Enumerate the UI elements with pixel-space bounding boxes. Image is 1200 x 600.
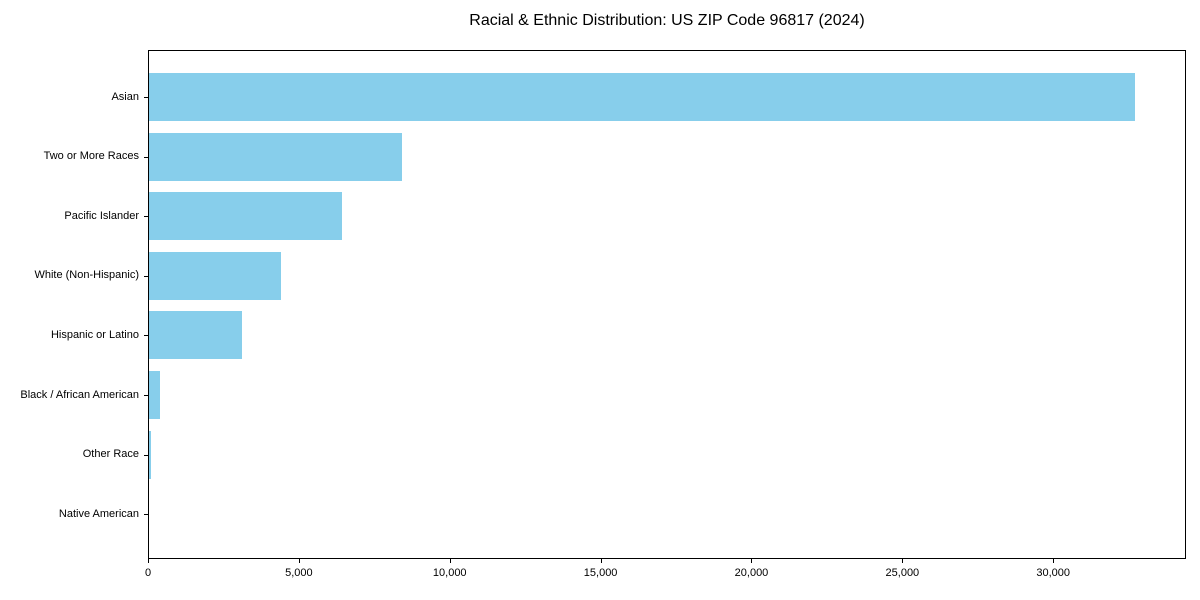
x-tick-mark [751, 559, 753, 563]
y-tick-mark [144, 97, 148, 98]
bar-two-or-more-races [148, 132, 403, 181]
bar-pacific-islander [148, 192, 343, 241]
x-tick-mark [1053, 559, 1055, 563]
y-tick-label: Hispanic or Latino [50, 328, 139, 341]
y-tick-mark [144, 156, 148, 158]
bar-black-african-american [148, 371, 161, 419]
plot-area [148, 50, 1186, 559]
x-tick-label: 5,000 [285, 567, 313, 579]
bar-other-race [148, 430, 152, 479]
y-tick-mark [144, 335, 148, 337]
y-tick-mark [144, 514, 148, 516]
y-tick-mark [144, 216, 148, 218]
x-tick-mark [449, 559, 451, 563]
y-tick-mark [144, 395, 148, 396]
y-tick-label: Black / African American [20, 388, 139, 401]
x-tick-mark [148, 559, 149, 563]
bar-white-non-hispanic [148, 251, 282, 300]
x-tick-label: 20,000 [734, 567, 769, 579]
y-tick-label: Two or More Races [43, 150, 139, 163]
y-tick-mark [144, 454, 148, 456]
y-tick-label: Pacific Islander [64, 209, 139, 222]
x-tick-label: 15,000 [583, 567, 618, 579]
y-tick-label: Other Race [82, 448, 139, 461]
y-tick-label: Native American [58, 507, 139, 520]
x-tick-mark [902, 559, 904, 563]
x-tick-label: 30,000 [1036, 567, 1071, 579]
chart-title: Racial & Ethnic Distribution: US ZIP Cod… [469, 12, 865, 29]
y-tick-mark [144, 275, 148, 277]
x-tick-mark [600, 559, 602, 563]
x-tick-label: 10,000 [432, 567, 467, 579]
y-tick-label: Asian [111, 90, 139, 103]
y-tick-label: White (Non-Hispanic) [34, 269, 139, 282]
bar-asian [148, 73, 1135, 121]
x-tick-label: 25,000 [885, 567, 920, 579]
bar-hispanic-or-latino [148, 311, 242, 360]
x-tick-label: 0 [144, 567, 152, 579]
x-tick-mark [298, 559, 300, 563]
